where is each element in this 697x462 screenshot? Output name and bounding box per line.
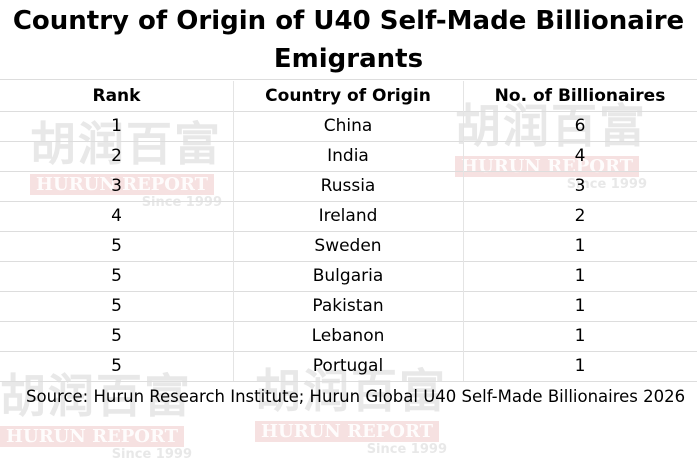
table-cell: Bulgaria (312, 266, 384, 286)
row-divider (0, 231, 697, 232)
table-cell: Portugal (312, 356, 384, 376)
table-cell: Sweden (314, 236, 382, 256)
table-cell: India (327, 146, 369, 166)
watermark-name: HURUN REPORT (0, 426, 185, 447)
table-cell: 1 (111, 116, 122, 136)
row-divider (0, 321, 697, 322)
table-cell: 1 (574, 236, 586, 256)
table-cell: 2 (574, 206, 586, 226)
watermark-name: HURUN REPORT (255, 421, 440, 442)
watermark-since: Since 1999 (111, 447, 192, 462)
table-cell: 1 (574, 326, 586, 346)
row-divider (0, 171, 697, 172)
table-cell: China (323, 116, 373, 136)
table-cell: 2 (111, 146, 122, 166)
row-divider (0, 351, 697, 352)
table-cell: 1 (574, 356, 586, 376)
table-cell: 6 (574, 116, 586, 136)
row-divider (0, 381, 697, 382)
column-header: No. of Billionaires (494, 86, 666, 106)
table-cell: 3 (111, 176, 122, 196)
column-divider (463, 81, 464, 381)
watermark-since: Since 1999 (366, 442, 447, 457)
table-cell: 3 (574, 176, 586, 196)
table-cell: 5 (111, 266, 122, 286)
table-cell: 5 (111, 356, 122, 376)
table-cell: Lebanon (311, 326, 385, 346)
row-divider (0, 201, 697, 202)
table-cell: 5 (111, 236, 122, 256)
title: Country of Origin of U40 Self-Made Billi… (0, 0, 697, 80)
column-divider (233, 81, 234, 381)
table-cell: Russia (320, 176, 376, 196)
table-cell: 1 (574, 296, 586, 316)
row-divider (0, 261, 697, 262)
table-cell: 5 (111, 296, 122, 316)
row-divider (0, 111, 697, 112)
table-cell: Pakistan (312, 296, 384, 316)
table-cell: 4 (111, 206, 122, 226)
table-cell: 5 (111, 326, 122, 346)
column-header: Country of Origin (265, 86, 431, 106)
table-cell: Ireland (318, 206, 378, 226)
row-divider (0, 141, 697, 142)
table-cell: 4 (574, 146, 586, 166)
table-cell: 1 (574, 266, 586, 286)
source: Source: Hurun Research Institute; Hurun … (26, 387, 686, 406)
row-divider (0, 291, 697, 292)
column-header: Rank (92, 86, 141, 106)
